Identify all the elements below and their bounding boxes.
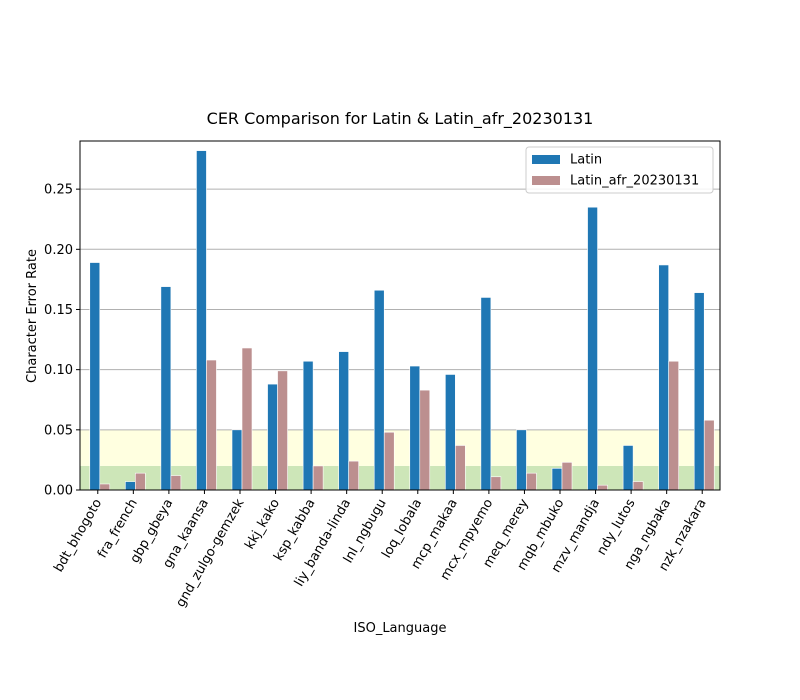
chart-title: CER Comparison for Latin & Latin_afr_202… (207, 109, 594, 129)
bar-latin-afr (312, 465, 324, 491)
bar-latin-afr (526, 472, 537, 491)
y-tick-label: 0.15 (44, 303, 73, 318)
y-tick-label: 0.05 (44, 423, 73, 438)
bar-latin (409, 365, 421, 491)
legend-label: Latin_afr_20230131 (570, 174, 699, 189)
legend-box (525, 146, 714, 194)
legend-swatch (532, 155, 560, 164)
threshold-band (80, 465, 720, 490)
bar-latin (338, 351, 349, 491)
y-axis-label: Character Error Rate (25, 249, 40, 383)
y-tick-label: 0.20 (44, 243, 73, 258)
bar-latin (373, 289, 385, 491)
bar-latin-afr (170, 475, 182, 491)
bar-latin (480, 297, 492, 491)
bar-latin-afr (490, 476, 502, 491)
bar-latin-afr (99, 483, 111, 491)
bar-latin (587, 206, 598, 491)
bar-latin (160, 286, 172, 491)
y-tick-label: 0.00 (44, 484, 73, 499)
bar-latin-afr (419, 389, 431, 491)
axes-frame (79, 140, 721, 491)
bar-latin-afr (597, 484, 608, 491)
bar-latin-afr (703, 419, 715, 491)
y-tick-label: 0.10 (44, 363, 73, 378)
bar-latin-afr (206, 359, 217, 491)
x-tick-label: gnd_zulgo-gemzek (173, 496, 247, 610)
bar-latin-afr (455, 445, 466, 491)
bar-latin (267, 383, 278, 491)
bar-latin-afr (241, 347, 253, 491)
bar-latin (302, 360, 314, 491)
bar-latin-afr (561, 462, 573, 491)
bar-latin (622, 445, 634, 491)
x-tick-label: bdt_bhogoto (51, 496, 105, 574)
x-tick-label: kkj_kako (242, 496, 283, 552)
plot-area: 0.000.050.100.150.200.25bdt_bhogotofra_f… (44, 140, 721, 610)
bar-latin (89, 262, 101, 491)
legend-swatch (532, 176, 560, 185)
legend-label: Latin (570, 153, 602, 168)
bar-latin (658, 264, 669, 491)
y-tick-label: 0.25 (44, 183, 73, 198)
bar-latin-afr (632, 481, 644, 491)
x-axis-label: ISO_Language (354, 621, 447, 636)
bar-latin-afr (277, 370, 288, 491)
bar-latin (196, 150, 207, 491)
bar-latin-afr (348, 460, 359, 491)
bar-latin (551, 468, 563, 491)
bar-latin-afr (668, 360, 679, 491)
threshold-band (80, 429, 720, 466)
bar-latin (231, 429, 243, 491)
bar-latin (445, 374, 456, 491)
bar-latin-afr (135, 472, 146, 491)
bar-latin (693, 292, 705, 491)
legend: Latin Latin_afr_20230131 (525, 146, 714, 194)
bar-latin (516, 429, 527, 491)
bar-latin (125, 481, 136, 491)
bar-latin-afr (383, 431, 395, 491)
